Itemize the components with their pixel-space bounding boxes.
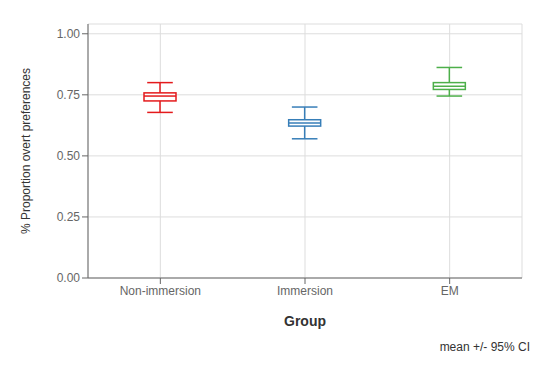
svg-text:Non-immersion: Non-immersion — [120, 284, 201, 298]
svg-text:1.00: 1.00 — [57, 27, 81, 41]
svg-text:0.75: 0.75 — [57, 88, 81, 102]
svg-text:% Proportion overt preferences: % Proportion overt preferences — [19, 68, 33, 234]
svg-text:0.50: 0.50 — [57, 149, 81, 163]
svg-text:Group: Group — [284, 313, 326, 329]
svg-text:0.25: 0.25 — [57, 210, 81, 224]
html-text:mean +/- 95% CI: mean +/- 95% CI — [439, 340, 530, 354]
svg-text:0.00: 0.00 — [57, 271, 81, 285]
svg-text:Immersion: Immersion — [277, 284, 333, 298]
svg-text:EM: EM — [441, 284, 459, 298]
